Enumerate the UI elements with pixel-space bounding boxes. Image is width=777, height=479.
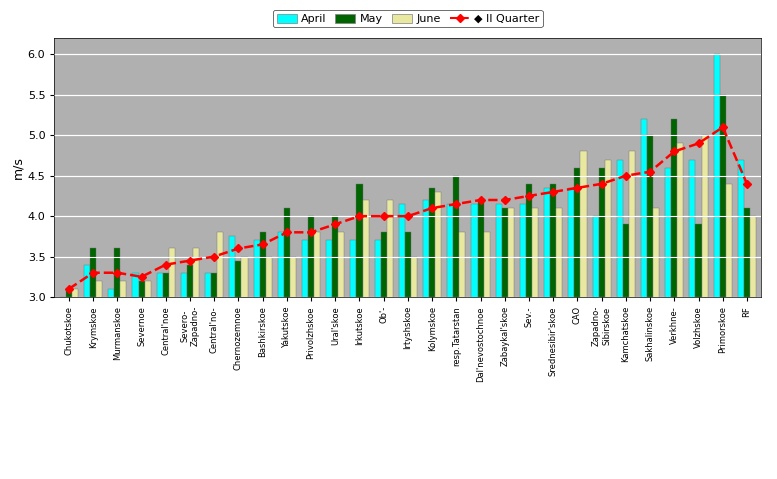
Bar: [266, 257, 272, 479]
Bar: [550, 184, 556, 479]
Bar: [277, 232, 284, 479]
Bar: [520, 204, 526, 479]
Legend: April, May, June, ◆ II Quarter: April, May, June, ◆ II Quarter: [274, 10, 542, 27]
Bar: [157, 273, 162, 479]
Bar: [108, 289, 114, 479]
Bar: [453, 176, 459, 479]
Bar: [338, 232, 344, 479]
Bar: [405, 232, 411, 479]
Bar: [750, 216, 756, 479]
Bar: [689, 160, 695, 479]
Bar: [235, 261, 242, 479]
Bar: [326, 240, 333, 479]
Bar: [598, 168, 605, 479]
Bar: [242, 257, 248, 479]
Bar: [448, 204, 453, 479]
Bar: [96, 281, 103, 479]
Bar: [211, 273, 218, 479]
Bar: [187, 264, 193, 479]
Bar: [133, 273, 138, 479]
Bar: [617, 160, 623, 479]
Bar: [66, 289, 72, 479]
Bar: [284, 208, 290, 479]
Bar: [169, 249, 175, 479]
Bar: [260, 232, 266, 479]
Bar: [738, 160, 744, 479]
Bar: [713, 55, 720, 479]
Bar: [726, 184, 732, 479]
Bar: [181, 273, 187, 479]
Bar: [120, 281, 127, 479]
Bar: [302, 240, 308, 479]
Bar: [508, 208, 514, 479]
Bar: [502, 208, 508, 479]
Bar: [647, 136, 653, 479]
Bar: [357, 184, 363, 479]
Bar: [671, 119, 678, 479]
Bar: [114, 249, 120, 479]
Bar: [423, 200, 429, 479]
Bar: [695, 224, 702, 479]
Bar: [399, 204, 405, 479]
Bar: [720, 95, 726, 479]
Bar: [653, 208, 659, 479]
Bar: [350, 240, 357, 479]
Bar: [363, 200, 368, 479]
Bar: [605, 160, 611, 479]
Bar: [435, 192, 441, 479]
Bar: [333, 216, 338, 479]
Bar: [526, 184, 532, 479]
Bar: [544, 188, 550, 479]
Bar: [623, 224, 629, 479]
Bar: [459, 232, 465, 479]
Bar: [641, 119, 647, 479]
Bar: [205, 273, 211, 479]
Bar: [556, 208, 563, 479]
Bar: [60, 297, 66, 479]
Bar: [496, 204, 502, 479]
Bar: [580, 151, 587, 479]
Bar: [229, 236, 235, 479]
Bar: [411, 257, 417, 479]
Bar: [532, 208, 538, 479]
Bar: [218, 232, 223, 479]
Bar: [483, 232, 490, 479]
Bar: [568, 188, 574, 479]
Bar: [138, 281, 145, 479]
Bar: [387, 200, 393, 479]
Bar: [290, 257, 296, 479]
Bar: [145, 281, 151, 479]
Bar: [253, 240, 260, 479]
Bar: [665, 168, 671, 479]
Bar: [629, 151, 635, 479]
Bar: [314, 232, 320, 479]
Bar: [574, 168, 580, 479]
Bar: [72, 289, 78, 479]
Bar: [744, 208, 750, 479]
Y-axis label: m/s: m/s: [12, 156, 25, 179]
Bar: [593, 216, 598, 479]
Bar: [472, 204, 478, 479]
Bar: [308, 216, 314, 479]
Bar: [678, 143, 683, 479]
Bar: [375, 240, 381, 479]
Bar: [478, 200, 483, 479]
Bar: [429, 188, 435, 479]
Bar: [84, 264, 90, 479]
Bar: [193, 249, 199, 479]
Bar: [702, 136, 708, 479]
Bar: [381, 232, 387, 479]
Bar: [90, 249, 96, 479]
Bar: [162, 273, 169, 479]
